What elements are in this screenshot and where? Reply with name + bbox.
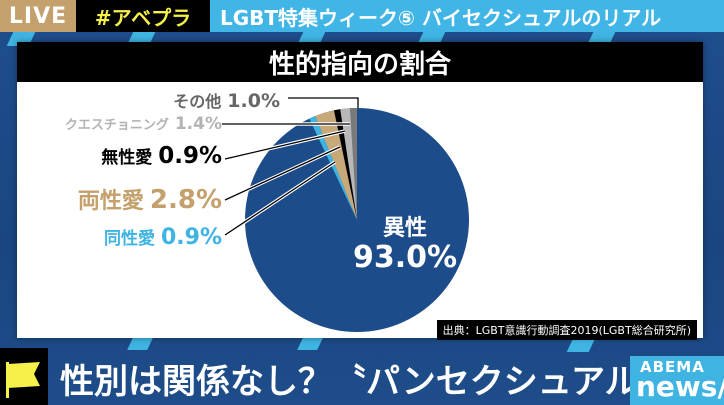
- label-homosexual-value: 0.9%: [160, 225, 222, 250]
- label-bisexual-value: 2.8%: [149, 185, 222, 215]
- label-bisexual-name: 両性愛: [77, 189, 144, 214]
- label-questioning-value: 1.4%: [174, 114, 222, 134]
- program-title: LGBT特集ウィーク⑤ バイセクシュアルのリアル: [220, 5, 662, 30]
- label-heterosexual-value: 93.0%: [352, 240, 458, 275]
- chart-title: 性的指向の割合: [17, 42, 703, 82]
- label-bisexual: 両性愛 2.8%: [78, 183, 222, 215]
- slice-questioning: [340, 108, 357, 220]
- bottom-caption-bar: 性別は関係なし？〝パンセクシュアル〟とは ABEMA news/: [0, 348, 724, 405]
- slice-homosexual: [309, 116, 357, 220]
- label-questioning: クエスチョニング 1.4%: [65, 114, 222, 134]
- logo-abema: ABEMA: [640, 358, 705, 376]
- top-bar: LIVE #アベプラ LGBT特集ウィーク⑤ バイセクシュアルのリアル: [0, 0, 724, 32]
- live-badge: LIVE: [0, 0, 76, 32]
- label-asexual-name: 無性愛: [101, 148, 153, 168]
- headline: 性別は関係なし？〝パンセクシュアル〟とは: [60, 362, 724, 402]
- source-caption: 出典：LGBT意識行動調査2019(LGBT総合研究所): [436, 320, 697, 340]
- label-heterosexual: 異性 93.0%: [350, 210, 460, 274]
- label-other: その他 1.0%: [173, 88, 280, 112]
- label-heterosexual-name: 異性: [382, 216, 427, 241]
- flag-icon: [6, 362, 40, 398]
- logo-news: news/: [636, 370, 724, 403]
- label-other-value: 1.0%: [227, 90, 280, 112]
- label-asexual: 無性愛 0.9%: [101, 143, 222, 169]
- label-homosexual: 同性愛 0.9%: [104, 224, 222, 250]
- slice-bisexual: [315, 110, 357, 220]
- label-other-name: その他: [173, 92, 222, 111]
- label-asexual-value: 0.9%: [158, 143, 222, 169]
- abema-news-logo: ABEMA news/: [630, 356, 724, 405]
- label-homosexual-name: 同性愛: [103, 229, 155, 249]
- hashtag-badge: #アベプラ: [76, 0, 210, 32]
- slice-other: [349, 107, 357, 220]
- flag-box: [0, 348, 48, 405]
- label-questioning-name: クエスチョニング: [64, 118, 169, 133]
- slice-asexual: [333, 109, 357, 220]
